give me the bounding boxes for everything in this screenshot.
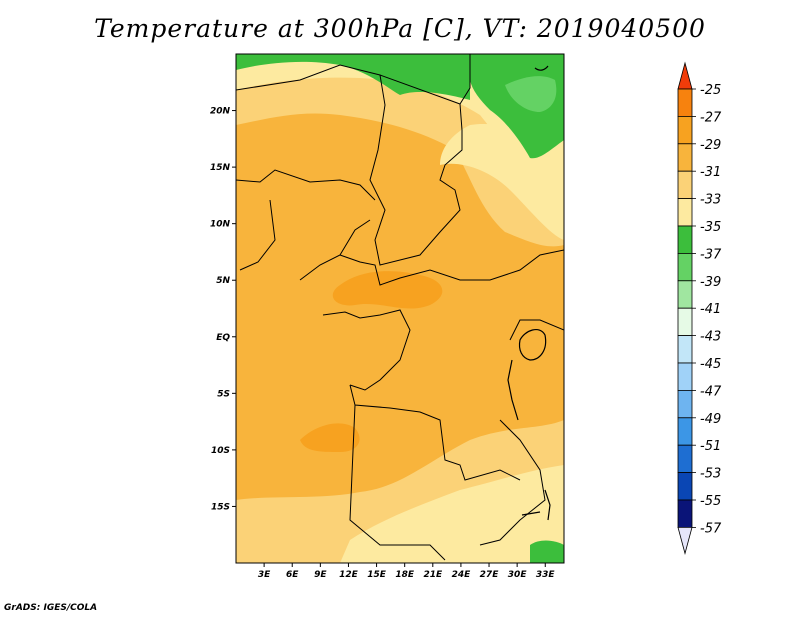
colorbar-segment xyxy=(677,472,693,501)
lon-tick-label: 3E xyxy=(258,570,271,580)
lakes xyxy=(507,65,551,521)
field-green-light xyxy=(505,76,557,112)
colorbar-segment xyxy=(677,198,693,227)
lon-tick-label: 24E xyxy=(452,570,472,580)
temperature-field xyxy=(236,54,564,563)
colorbar-label: -41 xyxy=(700,302,721,317)
lat-tick-label: 10N xyxy=(210,220,231,230)
colorbar: -25 -27 -29 -31 -33 -35 -37 -39 -41 -43 -45 -47 -49 -… xyxy=(677,61,722,555)
lat-tick-label: 10S xyxy=(211,446,230,456)
colorbar-label: -33 xyxy=(700,193,721,208)
colorbar-segment xyxy=(677,280,693,309)
field-dark-center xyxy=(332,271,443,309)
lat-tick-label: 20N xyxy=(210,107,231,117)
lon-tick-label: 30E xyxy=(508,570,528,580)
lon-tick-label: 9E xyxy=(314,570,327,580)
colorbar-segment xyxy=(677,252,693,282)
borders xyxy=(236,54,564,561)
colorbar-label: -43 xyxy=(700,330,721,345)
colorbar-label: -39 xyxy=(700,275,721,290)
colorbar-segment xyxy=(677,88,693,117)
colorbar-label: -57 xyxy=(700,521,722,536)
colorbar-segment xyxy=(677,389,693,419)
field-dark-angola xyxy=(300,423,360,452)
colorbar-label: -25 xyxy=(700,83,721,98)
colorbar-label: -29 xyxy=(700,138,721,153)
lon-tick-label: 15E xyxy=(367,570,387,580)
colorbar-label: -35 xyxy=(700,220,721,235)
colorbar-label: -49 xyxy=(700,412,721,427)
colorbar-label: -27 xyxy=(700,110,722,125)
lat-tick-label: 15S xyxy=(211,502,230,512)
colorbar-segment xyxy=(677,116,693,145)
lon-tick-label: 33E xyxy=(536,570,556,580)
colorbar-segment xyxy=(677,444,693,474)
colorbar-segment xyxy=(677,417,693,446)
colorbar-segment xyxy=(677,143,693,172)
colorbar-segment xyxy=(677,335,693,364)
colorbar-bottom-arrow xyxy=(677,527,693,555)
lon-tick-label: 27E xyxy=(480,570,500,580)
map-frame xyxy=(235,53,565,564)
lon-tick-label: 12E xyxy=(339,570,359,580)
field-green-southeast xyxy=(530,540,564,563)
lat-tick-label: 15N xyxy=(210,163,231,173)
longitude-axis: 3E 6E 9E 12E 15E 18E 21E 24E 27E 30E 33E xyxy=(258,563,556,580)
colorbar-label: -31 xyxy=(700,165,721,180)
field-south-pale xyxy=(340,465,564,563)
lon-tick-label: 6E xyxy=(286,570,299,580)
colorbar-label: -37 xyxy=(700,247,722,262)
map-title: Temperature at 300hPa [C], VT: 201904050… xyxy=(94,14,706,43)
colorbar-segment xyxy=(677,225,693,254)
colorbar-label: -55 xyxy=(700,494,721,509)
colorbar-segment xyxy=(677,499,693,528)
colorbar-label: -47 xyxy=(700,384,722,399)
lon-tick-label: 18E xyxy=(395,570,415,580)
colorbar-label: -53 xyxy=(700,467,721,482)
latitude-axis: 20N 15N 10N 5N EQ 5S 10S 15S xyxy=(210,107,236,512)
colorbar-label: -51 xyxy=(700,439,721,454)
colorbar-top-arrow xyxy=(677,61,693,90)
colorbar-segment xyxy=(677,362,693,391)
colorbar-segment xyxy=(677,307,693,337)
grads-credit: GrADS: IGES/COLA xyxy=(4,603,98,613)
lat-tick-label: 5S xyxy=(217,389,230,399)
lat-tick-label: EQ xyxy=(216,333,230,343)
field-green-north xyxy=(236,54,470,100)
colorbar-segment xyxy=(677,170,693,199)
colorbar-label: -45 xyxy=(700,357,721,372)
lon-tick-label: 21E xyxy=(423,570,443,580)
lat-tick-label: 5N xyxy=(216,276,230,286)
